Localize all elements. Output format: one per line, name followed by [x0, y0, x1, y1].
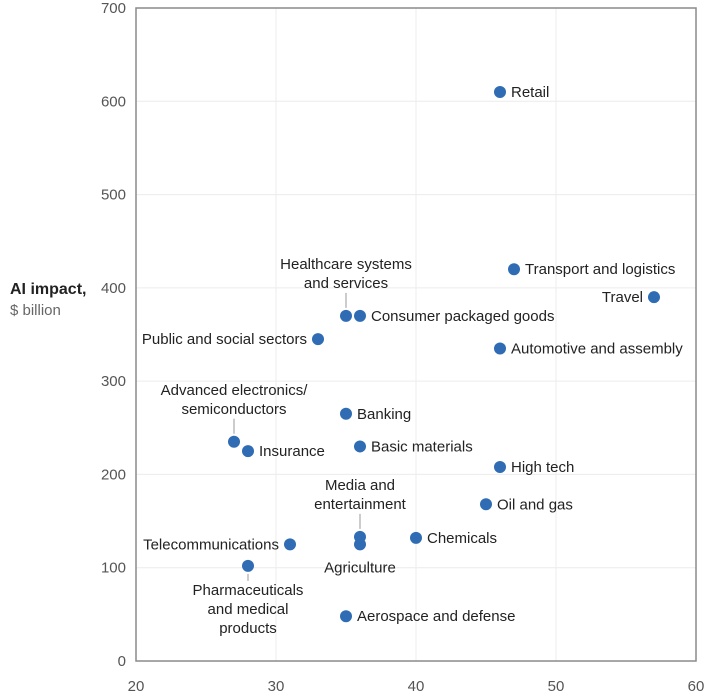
point-healthcare-systems-and-services: Healthcare systems and services: [280, 256, 412, 322]
point-high-tech: High tech: [494, 459, 574, 476]
data-point-marker: [508, 263, 520, 276]
data-label: Aerospace and defense: [357, 608, 515, 625]
y-tick-label: 700: [101, 0, 126, 17]
data-point-marker: [312, 333, 324, 346]
x-tick-label: 60: [688, 678, 705, 695]
data-point-marker: [354, 309, 366, 322]
data-point-marker: [354, 440, 366, 453]
point-telecommunications: Telecommunications: [143, 536, 296, 553]
data-label: Agriculture: [324, 559, 396, 576]
y-tick-label: 500: [101, 187, 126, 204]
point-retail: Retail: [494, 84, 549, 101]
data-points: Retail Transport and logistics Travel Healt…: [142, 84, 683, 637]
data-label: Insurance: [259, 443, 325, 460]
data-point-marker: [242, 559, 254, 572]
data-point-marker: [648, 291, 660, 304]
x-tick-label: 40: [408, 678, 425, 695]
data-point-marker: [494, 460, 506, 473]
point-media-and-entertainment: Media and entertainment: [314, 477, 407, 543]
point-banking: Banking: [340, 406, 411, 423]
data-label: Public and social sectors: [142, 331, 307, 348]
data-label: Automotive and assembly: [511, 340, 683, 357]
y-axis-title: AI impact,: [10, 281, 87, 298]
data-label: Banking: [357, 406, 411, 423]
data-label: Pharmaceuticals and medical products: [193, 582, 304, 637]
data-label: Media and entertainment: [314, 477, 407, 513]
point-consumer-packaged-goods: Consumer packaged goods: [354, 308, 554, 325]
x-tick-labels: 20 30 40 50 60: [128, 678, 705, 695]
grid-lines: [136, 8, 696, 661]
data-label: High tech: [511, 459, 574, 476]
y-tick-label: 300: [101, 373, 126, 390]
point-travel: Travel: [602, 289, 660, 306]
y-tick-label: 0: [118, 653, 126, 670]
data-label: Oil and gas: [497, 496, 573, 513]
x-tick-label: 30: [268, 678, 285, 695]
point-public-and-social-sectors: Public and social sectors: [142, 331, 324, 348]
point-oil-and-gas: Oil and gas: [480, 496, 573, 513]
y-tick-labels: 0 100 200 300 400 500 600 700: [101, 0, 126, 670]
point-chemicals: Chemicals: [410, 530, 497, 547]
plot-frame: [135, 7, 697, 662]
x-tick-label: 20: [128, 678, 145, 695]
point-advanced-electronics-semiconductors: Advanced electronics/semiconductors: [161, 382, 309, 448]
data-label: Consumer packaged goods: [371, 308, 554, 325]
point-basic-materials: Basic materials: [354, 438, 473, 455]
point-insurance: Insurance: [242, 443, 325, 460]
point-agriculture: Agriculture: [324, 538, 396, 576]
data-point-marker: [340, 610, 352, 623]
data-point-marker: [242, 445, 254, 458]
data-label: Retail: [511, 84, 549, 101]
data-point-marker: [284, 538, 296, 551]
data-label: Travel: [602, 289, 643, 306]
data-label: Advanced electronics/semiconductors: [161, 382, 309, 418]
x-tick-label: 50: [548, 678, 565, 695]
y-tick-label: 200: [101, 466, 126, 483]
data-point-marker: [354, 538, 366, 551]
data-point-marker: [494, 342, 506, 355]
data-label: Basic materials: [371, 438, 473, 455]
data-label: Transport and logistics: [525, 261, 675, 278]
data-label: Chemicals: [427, 530, 497, 547]
data-point-marker: [228, 435, 240, 448]
point-automotive-and-assembly: Automotive and assembly: [494, 340, 683, 357]
point-pharmaceuticals-and-medical-products: Pharmaceuticals and medical products: [193, 559, 304, 637]
data-label: Healthcare systems and services: [280, 256, 412, 292]
y-tick-label: 400: [101, 280, 126, 297]
data-point-marker: [340, 309, 352, 322]
point-transport-and-logistics: Transport and logistics: [508, 261, 675, 278]
data-point-marker: [480, 498, 492, 511]
y-axis-unit: $ billion: [10, 302, 61, 319]
y-tick-label: 600: [101, 93, 126, 110]
data-label: Telecommunications: [143, 536, 279, 553]
y-tick-label: 100: [101, 560, 126, 577]
point-aerospace-and-defense: Aerospace and defense: [340, 608, 515, 625]
data-point-marker: [494, 85, 506, 98]
data-point-marker: [340, 407, 352, 420]
data-point-marker: [410, 531, 422, 544]
